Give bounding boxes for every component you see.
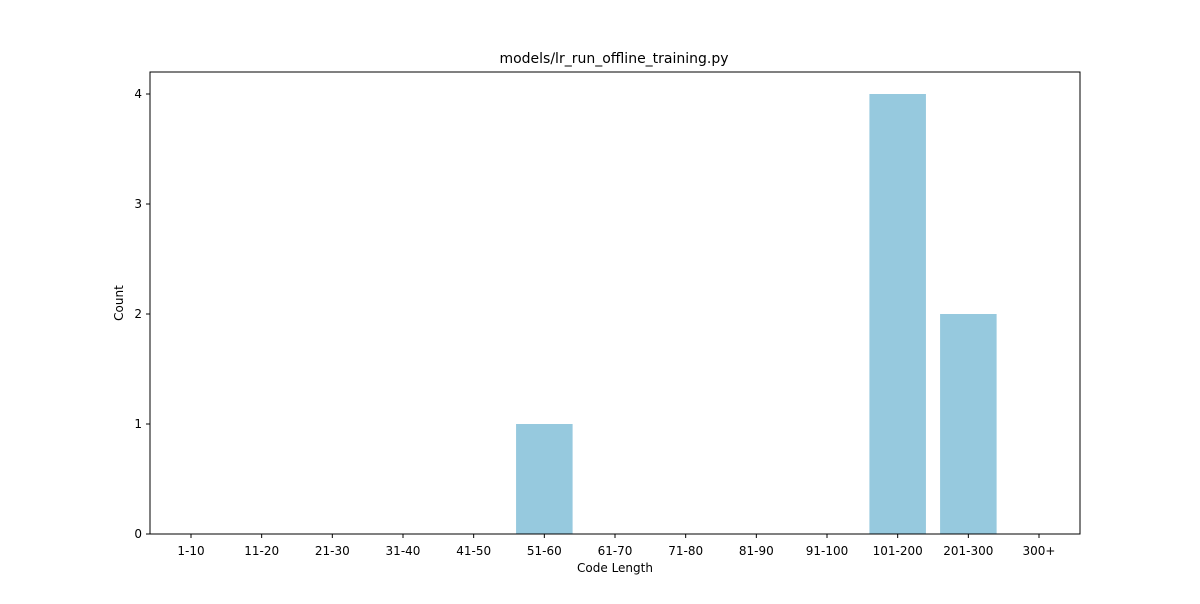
y-tick-label: 0 [134, 527, 142, 541]
x-tick-label: 51-60 [527, 544, 562, 558]
x-axis-ticks: 1-10 11-20 21-30 31-40 41-50 51-60 61-70 71-80 8… [177, 534, 1055, 558]
bar-51-60 [516, 424, 573, 534]
x-tick-label: 91-100 [806, 544, 849, 558]
bars-layer [516, 94, 997, 534]
bar-101-200 [869, 94, 926, 534]
x-tick-label: 61-70 [598, 544, 633, 558]
y-axis-ticks: 0 1 2 3 4 [134, 87, 150, 541]
x-tick-label: 81-90 [739, 544, 774, 558]
x-tick-label: 300+ [1023, 544, 1056, 558]
y-tick-label: 2 [134, 307, 142, 321]
x-tick-label: 41-50 [456, 544, 491, 558]
y-tick-label: 1 [134, 417, 142, 431]
x-axis-label: Code Length [577, 561, 653, 575]
x-tick-label: 11-20 [244, 544, 279, 558]
x-tick-label: 71-80 [668, 544, 703, 558]
x-tick-label: 201-300 [943, 544, 993, 558]
y-tick-label: 3 [134, 197, 142, 211]
y-axis-label: Count [112, 285, 126, 321]
y-tick-label: 4 [134, 87, 142, 101]
chart-title: models/lr_run_offline_training.py [499, 51, 728, 67]
plot-frame [149, 71, 1081, 535]
x-tick-label: 31-40 [386, 544, 421, 558]
bar-201-300 [940, 314, 997, 534]
x-tick-label: 21-30 [315, 544, 350, 558]
x-tick-label: 101-200 [873, 544, 923, 558]
x-tick-label: 1-10 [177, 544, 204, 558]
